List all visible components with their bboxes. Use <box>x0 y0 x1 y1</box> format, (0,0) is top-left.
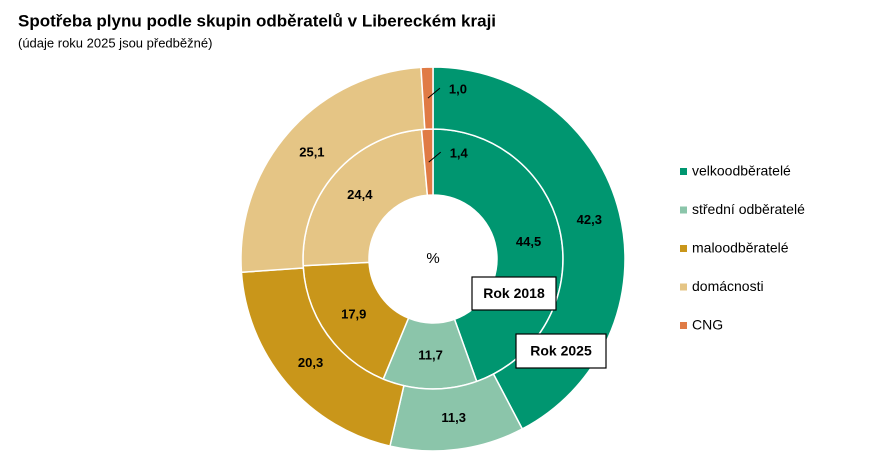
value-label: 42,3 <box>577 212 602 227</box>
value-label: 1,4 <box>450 146 469 161</box>
legend-swatch <box>680 245 687 252</box>
value-label: 24,4 <box>347 187 373 202</box>
series-label: Rok 2018 <box>483 285 545 301</box>
legend-label: CNG <box>692 317 723 333</box>
center-label: % <box>426 250 439 267</box>
chart-title: Spotřeba plynu podle skupin odběratelů v… <box>18 11 496 30</box>
legend-swatch <box>680 168 687 175</box>
legend-label: velkoodběratelé <box>692 163 791 179</box>
value-label: 11,3 <box>441 410 466 425</box>
slice <box>240 66 426 274</box>
series-label: Rok 2025 <box>530 343 592 359</box>
value-label: 11,7 <box>418 347 443 362</box>
legend-label: domácnosti <box>692 278 764 294</box>
slice <box>420 66 434 131</box>
leader-line <box>427 87 441 99</box>
series-label-box <box>515 333 607 369</box>
value-label: 25,1 <box>299 144 324 159</box>
chart-subtitle: (údaje roku 2025 jsou předběžné) <box>18 35 212 50</box>
value-label: 44,5 <box>516 234 541 249</box>
value-label: 1,0 <box>449 82 467 97</box>
value-label: 20,3 <box>298 355 323 370</box>
legend-label: střední odběratelé <box>692 201 805 217</box>
legend-label: maloodběratelé <box>692 240 789 256</box>
value-label: 17,9 <box>341 306 366 321</box>
legend-swatch <box>680 283 687 291</box>
legend-swatch <box>680 206 687 214</box>
legend-swatch <box>680 322 687 329</box>
series-label-box <box>471 276 557 311</box>
leader-line <box>428 151 442 163</box>
